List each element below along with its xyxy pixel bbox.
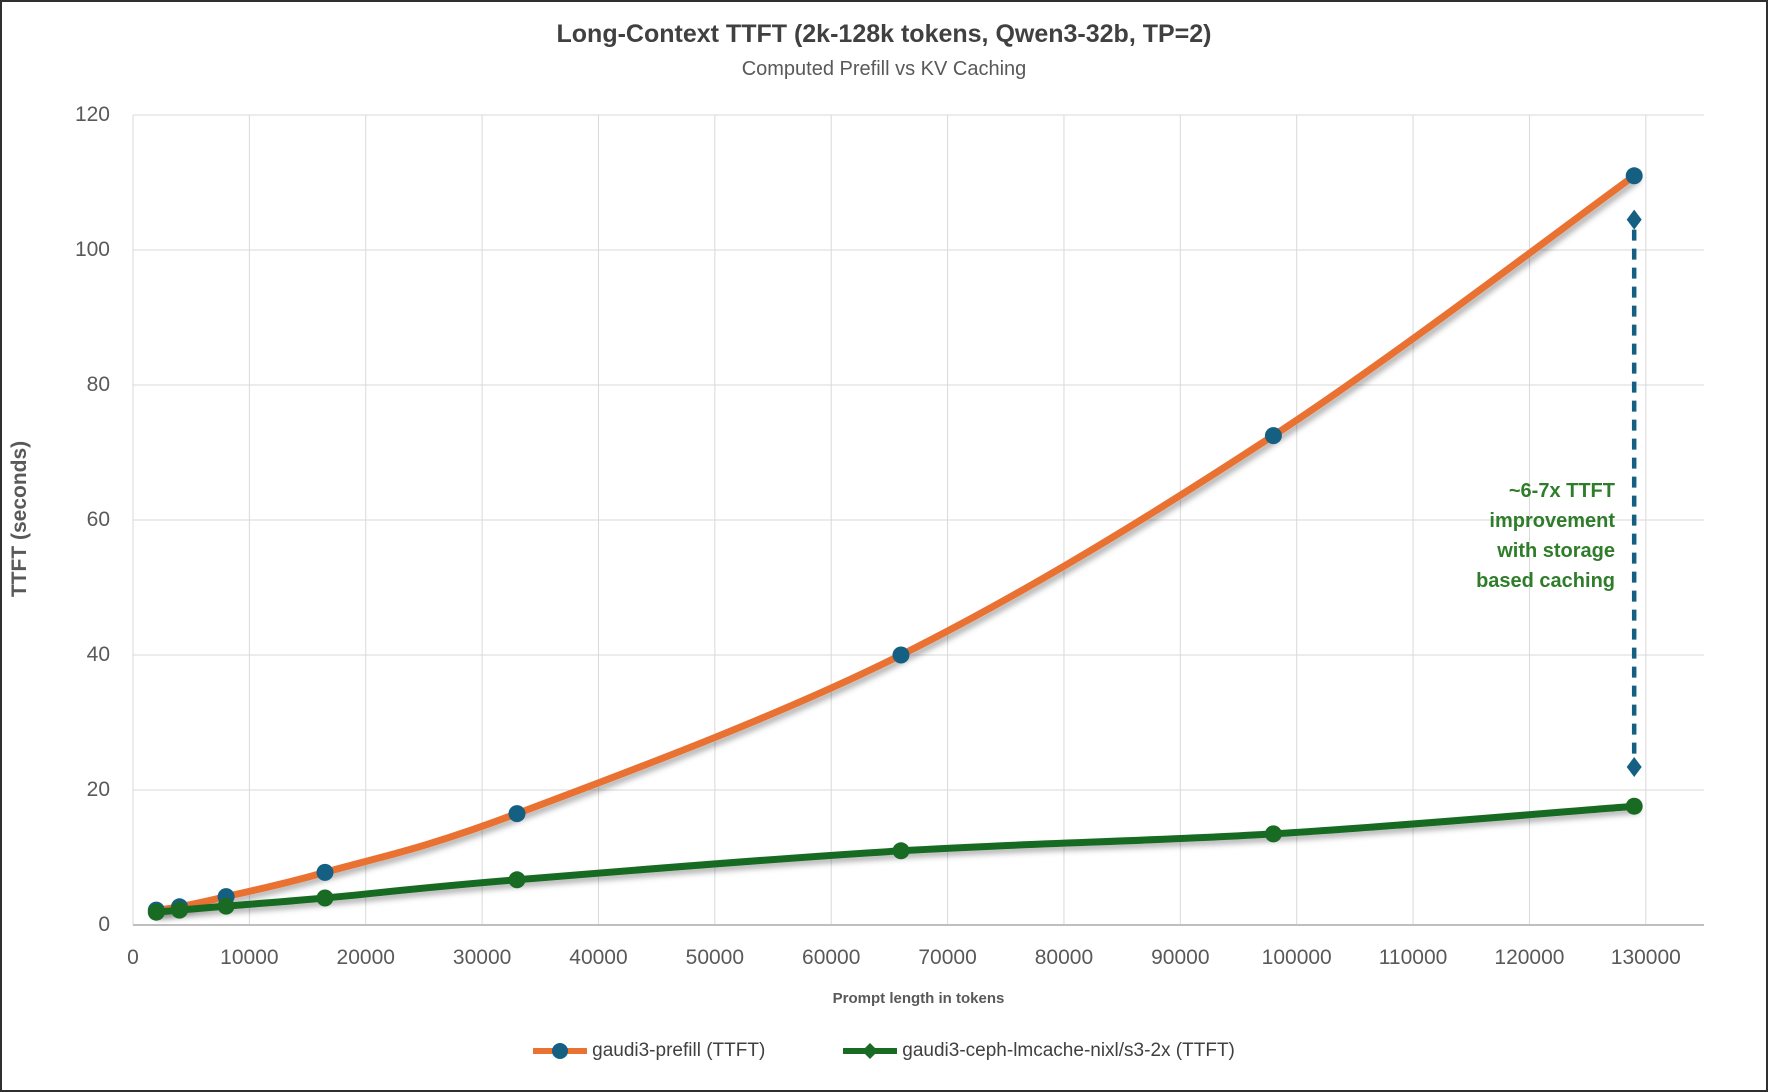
data-point: [316, 863, 334, 881]
gridlines: [132, 114, 1704, 925]
legend-item-prefill: gaudi3-prefill (TTFT): [533, 1040, 765, 1062]
data-point: [171, 901, 188, 919]
annotation-line: improvement: [1489, 510, 1615, 532]
data-point: [147, 903, 165, 921]
x-tick-label: 30000: [452, 946, 512, 969]
legend-marker-prefill-icon: [533, 1043, 588, 1059]
data-point: [892, 646, 910, 664]
x-tick-label: 60000: [802, 946, 861, 969]
x-tick-label: 90000: [1151, 946, 1210, 969]
annotation-line: ~6-7x TTFT: [1508, 480, 1615, 502]
chart-subtitle: Computed Prefill vs KV Caching: [741, 58, 1027, 80]
legend: gaudi3-prefill (TTFT) gaudi3-ceph-lmcach…: [2, 1040, 1766, 1062]
data-point: [1264, 427, 1282, 445]
data-point: [508, 805, 526, 823]
x-tick-label: 110000: [1378, 946, 1448, 969]
data-point: [217, 897, 235, 915]
x-tick-label: 80000: [1034, 946, 1094, 969]
legend-label: gaudi3-prefill (TTFT): [592, 1040, 766, 1061]
y-tick-label: 80: [86, 373, 110, 396]
annotation-line: with storage: [1497, 540, 1615, 562]
improvement-annotation: ~6-7x TTFT improvement with storage base…: [1315, 476, 1615, 596]
legend-marker-lmcache-icon: [843, 1043, 898, 1059]
x-tick-label: 120000: [1494, 946, 1565, 969]
series-prefill: [147, 167, 1643, 919]
legend-label: gaudi3-ceph-lmcache-nixl/s3-2x (TTFT): [902, 1040, 1235, 1061]
data-point: [1625, 167, 1643, 185]
x-axis-title: Prompt length in tokens: [832, 990, 1005, 1007]
x-tick-label: 100000: [1261, 946, 1332, 969]
x-tick-label: 50000: [685, 946, 745, 969]
y-tick-label: 40: [86, 643, 110, 666]
legend-item-lmcache: gaudi3-ceph-lmcache-nixl/s3-2x (TTFT): [843, 1040, 1235, 1062]
y-tick-label: 0: [98, 913, 110, 936]
data-point: [1264, 825, 1282, 843]
x-tick-label: 10000: [220, 946, 279, 969]
data-point: [892, 842, 910, 860]
y-tick-label: 100: [74, 238, 110, 261]
y-tick-label: 120: [74, 103, 110, 126]
x-tick-label: 130000: [1610, 946, 1681, 969]
x-tick-label: 40000: [569, 946, 628, 969]
x-tick-label: 20000: [336, 946, 395, 969]
x-tick-label: 70000: [918, 946, 977, 969]
data-point: [1625, 797, 1643, 815]
y-tick-label: 20: [86, 778, 110, 801]
data-point: [508, 871, 526, 889]
y-tick-label: 60: [86, 508, 110, 531]
chart-title: Long-Context TTFT (2k-128k tokens, Qwen3…: [556, 20, 1212, 48]
annotation-line: based caching: [1476, 570, 1615, 592]
series-lmcache: [147, 797, 1643, 921]
x-tick-label: 0: [127, 946, 139, 969]
improvement-arrow: [1626, 209, 1642, 778]
data-point: [316, 889, 334, 907]
